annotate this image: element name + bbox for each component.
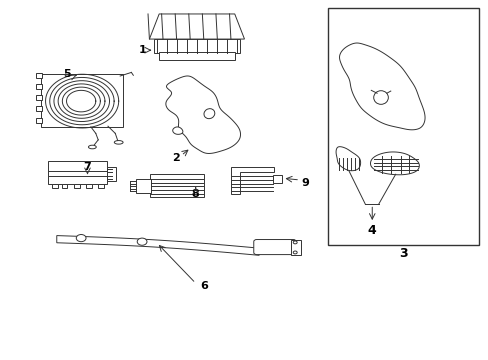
Text: 1: 1 (138, 45, 146, 55)
Circle shape (293, 251, 297, 254)
Circle shape (76, 234, 86, 242)
Bar (150, 174, 203, 197)
Polygon shape (172, 127, 183, 134)
Text: 7: 7 (83, 162, 91, 172)
Bar (36, 95, 41, 100)
Ellipse shape (88, 145, 96, 149)
Bar (159, 52, 234, 60)
Bar (74, 184, 80, 188)
Text: 9: 9 (301, 177, 309, 188)
Text: 5: 5 (63, 69, 71, 79)
Bar (154, 39, 239, 53)
Bar (36, 73, 41, 78)
Polygon shape (335, 147, 360, 171)
Bar (98, 184, 104, 188)
Text: 4: 4 (367, 224, 376, 238)
Polygon shape (149, 14, 244, 39)
Polygon shape (339, 43, 424, 130)
Bar (36, 118, 41, 123)
FancyBboxPatch shape (253, 239, 296, 255)
Polygon shape (230, 167, 273, 194)
Bar (107, 167, 116, 181)
Bar (272, 175, 281, 183)
Bar (41, 74, 122, 127)
Polygon shape (165, 76, 240, 153)
Polygon shape (57, 235, 259, 255)
Bar (36, 107, 41, 111)
Ellipse shape (203, 109, 214, 119)
Text: 8: 8 (191, 189, 199, 199)
Bar (328, 8, 478, 244)
Bar (86, 184, 92, 188)
Bar (52, 184, 58, 188)
Circle shape (293, 241, 297, 244)
Text: 3: 3 (398, 247, 407, 260)
Bar (48, 161, 107, 184)
Ellipse shape (114, 140, 123, 144)
Bar (290, 239, 300, 255)
Bar (136, 179, 151, 193)
Ellipse shape (373, 91, 387, 104)
Polygon shape (370, 152, 419, 175)
Bar (36, 84, 41, 89)
Text: 2: 2 (172, 153, 180, 163)
Bar (61, 184, 67, 188)
Text: 6: 6 (200, 281, 208, 291)
Circle shape (137, 238, 147, 245)
